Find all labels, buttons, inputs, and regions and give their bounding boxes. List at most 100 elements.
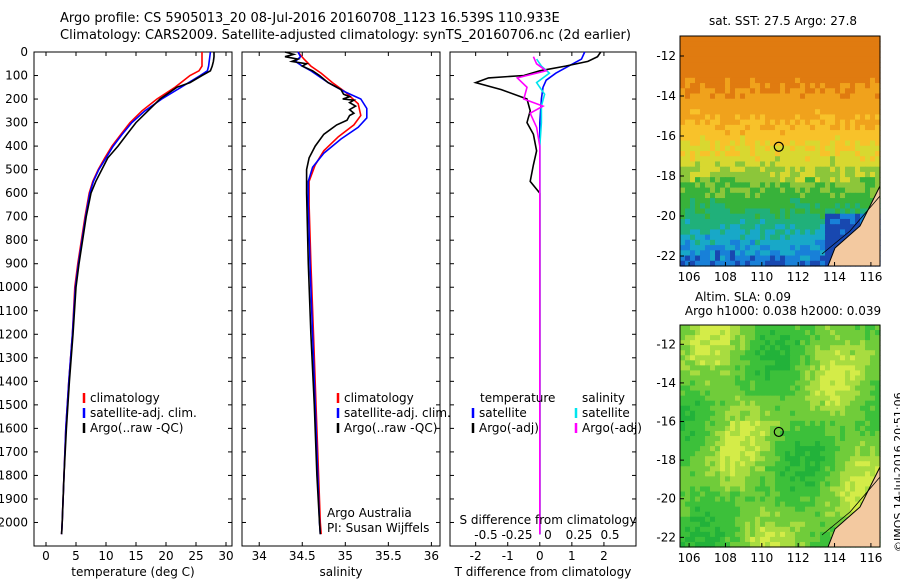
sst-map-cell (720, 83, 726, 89)
sla-map-cell (850, 436, 856, 442)
sla-map-cell (705, 380, 711, 387)
sst-map-cell (715, 250, 721, 257)
sla-map-cell (695, 451, 701, 457)
sst-map-cell (810, 198, 816, 204)
sla-map-cell (775, 425, 781, 432)
sst-map-cell (765, 67, 771, 74)
sla-map-cell (805, 476, 811, 483)
sla-map-cell (805, 516, 811, 523)
sla-map-cell (875, 415, 881, 422)
sla-map-cell (855, 481, 861, 488)
sst-map-cell (795, 234, 801, 241)
sst-map-cell (745, 250, 751, 257)
sst-map-cell (715, 239, 721, 246)
sst-map-cell (750, 151, 756, 157)
sst-map-cell (730, 213, 736, 220)
sla-map-cell (860, 496, 866, 503)
sla-map-cell (815, 385, 821, 392)
sst-map-cell (680, 109, 686, 116)
sst-map-cell (760, 51, 766, 58)
sst-map-cell (795, 130, 801, 136)
sst-map-cell (870, 77, 876, 84)
sla-map-cell (685, 410, 691, 417)
sst-map-cell (700, 151, 706, 157)
sst-map-cell (745, 245, 751, 251)
sst-map-cell (865, 67, 871, 74)
sla-map-cell (865, 375, 871, 382)
sla-map-cell (795, 415, 801, 422)
sst-map-cell (815, 239, 821, 246)
x-tick-label-temperature: 25 (188, 549, 203, 563)
sla-map-cell (845, 335, 851, 341)
sla-map-cell (810, 415, 816, 422)
sst-map-cell (800, 171, 806, 178)
sla-map-cell (725, 415, 731, 422)
sst-map-cell (700, 156, 706, 163)
sla-map-cell (735, 345, 741, 351)
sla-map-cell (805, 360, 811, 366)
sst-map-cell (845, 83, 851, 89)
sst-map-cell (795, 145, 801, 152)
sla-map-cell (810, 390, 816, 397)
sla-map-cell (820, 496, 826, 503)
sla-map-cell (745, 491, 751, 498)
sla-map-cell (725, 330, 731, 336)
sla-map-cell (775, 451, 781, 457)
sla-map-cell (770, 461, 776, 467)
sla-map-cell (870, 430, 876, 437)
sst-map-cell (800, 119, 806, 126)
sla-map-cell (715, 491, 721, 498)
sst-map-cell (740, 98, 746, 105)
sst-map-cell (690, 229, 696, 236)
sst-map-cell (835, 119, 841, 126)
sst-map-cell (755, 56, 761, 63)
sla-map-cell (755, 360, 761, 366)
sst-map-cell (725, 171, 731, 178)
sst-map-cell (735, 135, 741, 142)
sst-map-cell (835, 234, 841, 241)
sst-map-cell (765, 255, 771, 262)
sla-map-cell (740, 345, 746, 351)
sla-map-cell (855, 365, 861, 372)
sst-map-cell (695, 213, 701, 220)
sla-map-cell (705, 425, 711, 432)
sst-map-cell (820, 62, 826, 68)
sla-map-cell (750, 466, 756, 472)
sla-map-cell (810, 380, 816, 387)
sla-map-cell (820, 340, 826, 346)
sst-map-cell (690, 135, 696, 142)
sst-map-cell (790, 151, 796, 157)
sst-map-cell (810, 88, 816, 95)
sst-map-cell (710, 124, 716, 131)
sst-map-cell (745, 83, 751, 89)
sla-map-cell (680, 446, 686, 452)
depth-tick-label: 600 (5, 186, 28, 200)
sst-map-cell (680, 67, 686, 74)
sla-map-cell (860, 385, 866, 392)
sla-map-cell (740, 385, 746, 392)
sla-map-cell (735, 461, 741, 467)
sla-map-cell (750, 385, 756, 392)
sla-map-cell (775, 340, 781, 346)
sla-map-cell (795, 441, 801, 447)
sst-map-cell (840, 62, 846, 68)
sla-map-cell (720, 430, 726, 437)
sla-map-cell (760, 335, 766, 341)
top-axis-tick-label: -0.5 (474, 528, 497, 542)
sla-map-cell (850, 375, 856, 382)
owner-annotation: Argo Australia (327, 506, 412, 520)
sla-map-cell (800, 390, 806, 397)
sla-map-cell (775, 541, 781, 548)
sla-map-cell (850, 350, 856, 356)
sla-map-cell (855, 446, 861, 452)
sst-map-cell (680, 171, 686, 178)
sst-map-cell (730, 234, 736, 241)
sst-map-cell (835, 187, 841, 194)
sla-map-cell (765, 481, 771, 488)
sst-map-cell (810, 161, 816, 168)
sla-map-cell (820, 430, 826, 437)
sla-map-cell (815, 415, 821, 422)
sst-map-cell (850, 51, 856, 58)
sst-map-cell (820, 109, 826, 116)
